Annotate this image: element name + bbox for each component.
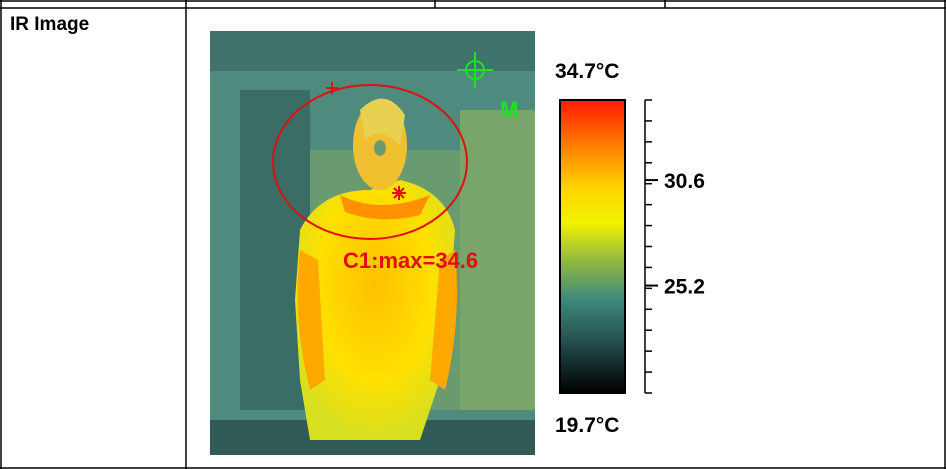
colorbar [559, 99, 626, 394]
annotation: M [500, 97, 518, 122]
colorbar-min-label: 19.7°C [555, 414, 619, 437]
colorbar-tick-label: 30.6 [664, 170, 705, 193]
ir-image: C1:max=34.6 M [210, 31, 535, 455]
colorbar-max-label: 34.7°C [555, 60, 619, 83]
annotation: C1:max=34.6 [343, 248, 478, 273]
colorbar-tick-label: 25.2 [664, 276, 705, 299]
row-label: IR Image [10, 14, 90, 35]
